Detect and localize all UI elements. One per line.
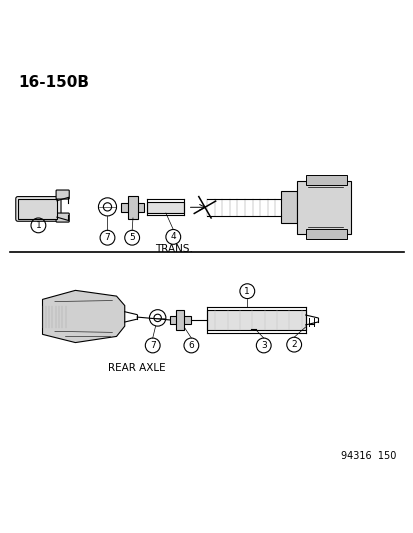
Text: 5: 5 [129,233,135,242]
Text: 4: 4 [170,232,176,241]
Polygon shape [170,316,190,324]
Polygon shape [176,310,184,330]
Polygon shape [305,175,346,185]
Text: 6: 6 [188,341,194,350]
FancyBboxPatch shape [56,190,69,199]
Text: 1: 1 [36,221,41,230]
Polygon shape [18,199,57,219]
Text: 16-150B: 16-150B [18,75,89,90]
Text: REAR AXLE: REAR AXLE [108,363,166,373]
Polygon shape [147,201,184,213]
Polygon shape [128,196,137,219]
Text: 7: 7 [150,341,155,350]
Polygon shape [305,230,346,239]
Polygon shape [43,290,124,343]
Polygon shape [206,310,305,330]
Polygon shape [121,203,144,212]
Text: 7: 7 [104,233,110,242]
Text: TRANS.: TRANS. [155,244,192,254]
Polygon shape [297,181,350,233]
Polygon shape [280,191,297,223]
FancyBboxPatch shape [56,213,69,222]
FancyBboxPatch shape [16,197,61,221]
Text: 2: 2 [291,340,296,349]
Text: 3: 3 [260,341,266,350]
Text: 1: 1 [244,287,249,296]
Text: 94316  150: 94316 150 [340,450,395,461]
